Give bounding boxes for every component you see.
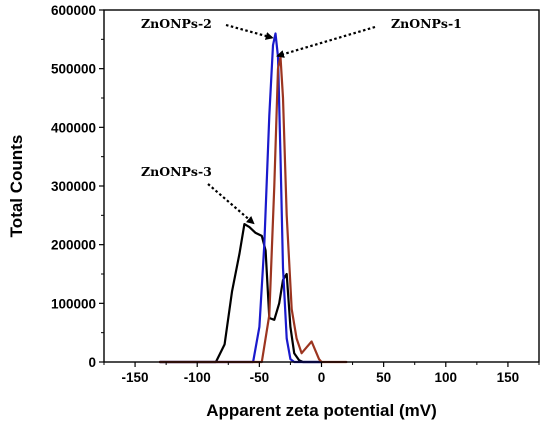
annotations: ZnONPs-2 ZnONPs-1 ZnONPs-3 (141, 16, 462, 225)
y-axis-title: Total Counts (7, 135, 26, 238)
x-tick-label: 0 (318, 370, 326, 385)
tick-labels: -150 -100 -50 0 50 100 150 0 100000 200000 300000 4… (51, 3, 519, 385)
y-tick-label: 400000 (51, 120, 96, 135)
x-tick-label: 100 (435, 370, 458, 385)
x-tick-label: 150 (497, 370, 520, 385)
x-tick-label: -100 (184, 370, 211, 385)
y-tick-label: 0 (88, 355, 96, 370)
x-tick-label: 50 (376, 370, 391, 385)
y-tick-label: 500000 (51, 62, 96, 77)
axes (99, 9, 540, 367)
x-tick-label: -150 (122, 370, 149, 385)
plot-lines (158, 32, 348, 364)
y-tick-label: 100000 (51, 296, 96, 311)
x-tick-label: -50 (250, 370, 270, 385)
y-tick-label: 600000 (51, 3, 96, 18)
series-line-znonps-2 (158, 32, 323, 364)
plot-frame (103, 9, 540, 363)
x-axis-title: Apparent zeta potential (mV) (206, 401, 436, 420)
series-line-znonps-1 (158, 55, 348, 364)
annotation-label-znonps-2: ZnONPs-2 (141, 16, 212, 31)
y-tick-label: 200000 (51, 238, 96, 253)
annotation-arrow-znonps-2 (225, 23, 274, 40)
annotation-arrow-znonps-3 (207, 183, 255, 225)
annotation-label-znonps-3: ZnONPs-3 (141, 164, 212, 179)
y-tick-label: 300000 (51, 179, 96, 194)
annotation-arrow-znonps-1 (276, 25, 376, 58)
annotation-label-znonps-1: ZnONPs-1 (391, 16, 462, 31)
